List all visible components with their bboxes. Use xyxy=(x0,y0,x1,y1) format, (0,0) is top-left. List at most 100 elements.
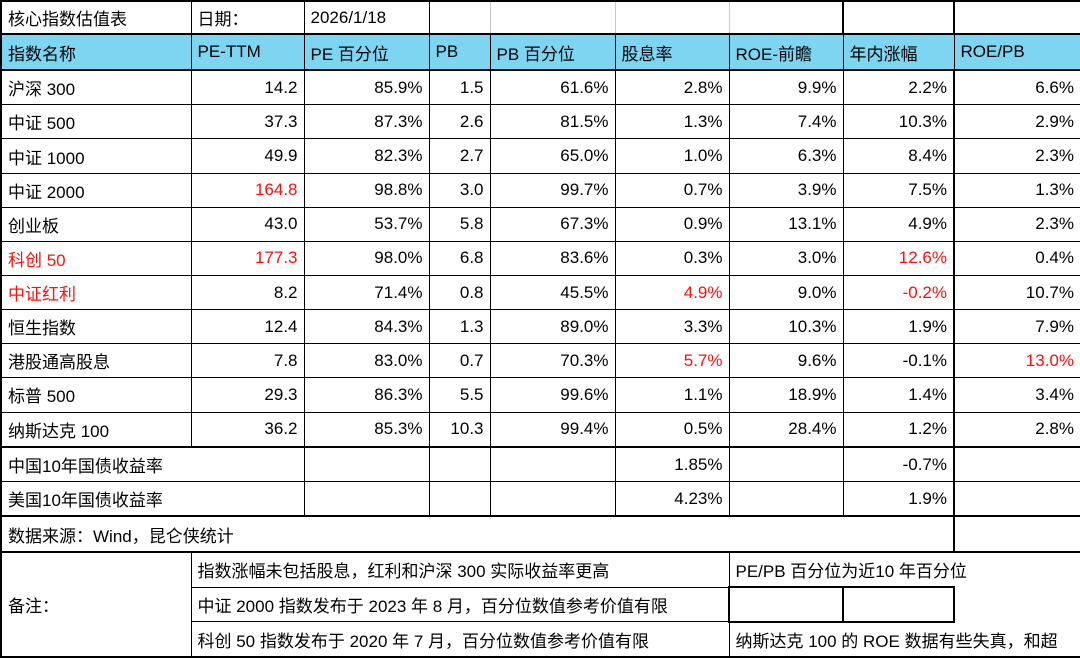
cell-pb[interactable]: 2.7 xyxy=(428,138,491,174)
cell-dividend-yield[interactable]: 1.1% xyxy=(614,377,730,413)
cell-name[interactable]: 创业板 xyxy=(0,206,192,242)
col-header-dividend-yield[interactable]: 股息率 xyxy=(614,33,730,71)
cell-name[interactable]: 沪深 300 xyxy=(0,69,192,106)
empty-cell[interactable] xyxy=(489,481,616,518)
note-cell[interactable]: 指数涨幅未包括股息，红利和沪深 300 实际收益率更高 xyxy=(190,551,730,588)
empty-cell[interactable] xyxy=(614,0,730,35)
cell-ytd-change[interactable]: 1.9% xyxy=(842,309,955,345)
empty-cell[interactable] xyxy=(303,481,430,518)
cell-roe-forward[interactable]: 18.9% xyxy=(728,377,844,413)
note-cell[interactable]: PE/PB 百分位为近10 年百分位 xyxy=(728,551,1080,588)
cell-roe-pb[interactable]: 2.3% xyxy=(953,206,1080,242)
cell-roe-pb[interactable]: 2.9% xyxy=(953,104,1080,140)
cell-bond-ytd-change[interactable]: -0.7% xyxy=(842,446,955,483)
cell-dividend-yield[interactable]: 0.9% xyxy=(614,206,730,242)
cell-pb[interactable]: 2.6 xyxy=(428,104,491,140)
cell-pb-pct[interactable]: 70.3% xyxy=(489,343,616,379)
empty-cell[interactable] xyxy=(842,586,955,623)
empty-cell[interactable] xyxy=(489,446,616,483)
cell-pb-pct[interactable]: 81.5% xyxy=(489,104,616,140)
cell-name[interactable]: 中证红利 xyxy=(0,274,192,311)
cell-pe-ttm[interactable]: 164.8 xyxy=(190,172,305,208)
cell-pe-pct[interactable]: 53.7% xyxy=(303,206,430,242)
col-header-roe-forward[interactable]: ROE-前瞻 xyxy=(728,33,844,71)
cell-pb-pct[interactable]: 99.7% xyxy=(489,172,616,208)
cell-dividend-yield[interactable]: 2.8% xyxy=(614,69,730,106)
empty-cell[interactable] xyxy=(428,481,491,518)
cell-ytd-change[interactable]: -0.2% xyxy=(842,274,955,311)
cell-roe-pb[interactable]: 13.0% xyxy=(953,343,1080,379)
cell-roe-forward[interactable]: 3.9% xyxy=(728,172,844,208)
cell-ytd-change[interactable]: 7.5% xyxy=(842,172,955,208)
cell-dividend-yield[interactable]: 0.7% xyxy=(614,172,730,208)
cell-pe-ttm[interactable]: 7.8 xyxy=(190,343,305,379)
empty-cell[interactable] xyxy=(953,0,1080,35)
cell-pe-pct[interactable]: 98.8% xyxy=(303,172,430,208)
cell-pe-pct[interactable]: 98.0% xyxy=(303,240,430,277)
cell-pb-pct[interactable]: 61.6% xyxy=(489,69,616,106)
cell-ytd-change[interactable]: 1.2% xyxy=(842,411,955,448)
cell-dividend-yield[interactable]: 5.7% xyxy=(614,343,730,379)
cell-pe-pct[interactable]: 83.0% xyxy=(303,343,430,379)
cell-dividend-yield[interactable]: 1.3% xyxy=(614,104,730,140)
cell-name[interactable]: 标普 500 xyxy=(0,377,192,413)
cell-pb[interactable]: 3.0 xyxy=(428,172,491,208)
cell-ytd-change[interactable]: 10.3% xyxy=(842,104,955,140)
cell-pe-ttm[interactable]: 43.0 xyxy=(190,206,305,242)
cell-pe-pct[interactable]: 71.4% xyxy=(303,274,430,311)
cell-pb-pct[interactable]: 89.0% xyxy=(489,309,616,345)
cell-ytd-change[interactable]: -0.1% xyxy=(842,343,955,379)
cell-pe-pct[interactable]: 82.3% xyxy=(303,138,430,174)
cell-name[interactable]: 中证 1000 xyxy=(0,138,192,174)
notes-label-cell[interactable]: 备注： xyxy=(0,551,192,658)
cell-roe-forward[interactable]: 9.6% xyxy=(728,343,844,379)
cell-name[interactable]: 港股通高股息 xyxy=(0,343,192,379)
cell-pe-ttm[interactable]: 177.3 xyxy=(190,240,305,277)
cell-pb-pct[interactable]: 83.6% xyxy=(489,240,616,277)
cell-roe-pb[interactable]: 2.8% xyxy=(953,411,1080,448)
cell-pe-ttm[interactable]: 29.3 xyxy=(190,377,305,413)
cell-roe-pb[interactable]: 1.3% xyxy=(953,172,1080,208)
note-cell[interactable]: 纳斯达克 100 的 ROE 数据有些失真，和超 xyxy=(728,621,1080,658)
cell-pe-ttm[interactable]: 12.4 xyxy=(190,309,305,345)
empty-cell[interactable] xyxy=(953,446,1080,483)
cell-bond-name[interactable]: 美国10年国债收益率 xyxy=(0,481,305,518)
cell-pb-pct[interactable]: 99.6% xyxy=(489,377,616,413)
cell-name[interactable]: 纳斯达克 100 xyxy=(0,411,192,448)
empty-cell[interactable] xyxy=(489,0,616,35)
data-source-cell[interactable]: 数据来源：Wind，昆仑侠统计 xyxy=(0,515,955,553)
cell-roe-pb[interactable]: 3.4% xyxy=(953,377,1080,413)
cell-roe-pb[interactable]: 6.6% xyxy=(953,69,1080,106)
cell-roe-forward[interactable]: 13.1% xyxy=(728,206,844,242)
empty-cell[interactable] xyxy=(728,446,844,483)
empty-cell[interactable] xyxy=(728,586,844,623)
cell-pe-ttm[interactable]: 8.2 xyxy=(190,274,305,311)
cell-pe-pct[interactable]: 85.3% xyxy=(303,411,430,448)
date-value-cell[interactable]: 2026/1/18 xyxy=(303,0,430,35)
cell-dividend-yield[interactable]: 0.5% xyxy=(614,411,730,448)
cell-pb[interactable]: 1.5 xyxy=(428,69,491,106)
note-cell[interactable]: 科创 50 指数发布于 2020 年 7 月，百分位数值参考价值有限 xyxy=(190,621,730,658)
cell-pb-pct[interactable]: 99.4% xyxy=(489,411,616,448)
empty-cell[interactable] xyxy=(303,446,430,483)
cell-ytd-change[interactable]: 2.2% xyxy=(842,69,955,106)
cell-roe-forward[interactable]: 9.9% xyxy=(728,69,844,106)
cell-pe-pct[interactable]: 84.3% xyxy=(303,309,430,345)
cell-pe-ttm[interactable]: 36.2 xyxy=(190,411,305,448)
cell-pe-ttm[interactable]: 14.2 xyxy=(190,69,305,106)
cell-pb[interactable]: 6.8 xyxy=(428,240,491,277)
cell-pb[interactable]: 0.8 xyxy=(428,274,491,311)
cell-pe-pct[interactable]: 87.3% xyxy=(303,104,430,140)
empty-cell[interactable] xyxy=(428,0,491,35)
cell-bond-ytd-change[interactable]: 1.9% xyxy=(842,481,955,518)
cell-pb-pct[interactable]: 67.3% xyxy=(489,206,616,242)
col-header-pe-ttm[interactable]: PE-TTM xyxy=(190,33,305,71)
cell-pb[interactable]: 10.3 xyxy=(428,411,491,448)
empty-cell[interactable] xyxy=(953,515,1080,553)
cell-pe-ttm[interactable]: 37.3 xyxy=(190,104,305,140)
cell-roe-forward[interactable]: 3.0% xyxy=(728,240,844,277)
empty-cell[interactable] xyxy=(953,481,1080,518)
cell-name[interactable]: 科创 50 xyxy=(0,240,192,277)
cell-pe-pct[interactable]: 86.3% xyxy=(303,377,430,413)
cell-ytd-change[interactable]: 12.6% xyxy=(842,240,955,277)
